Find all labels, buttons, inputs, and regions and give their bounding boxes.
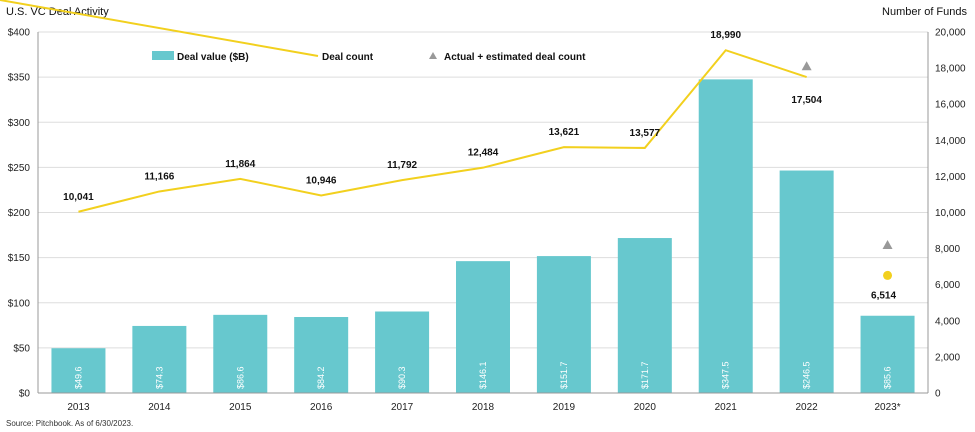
y-right-tick-label: 16,000 xyxy=(935,100,966,111)
x-tick-label: 2022 xyxy=(796,402,819,413)
marker-series xyxy=(801,61,893,249)
x-tick-label: 2023* xyxy=(874,402,900,413)
deal-count-label: 10,041 xyxy=(63,192,94,203)
deal-count-label: 13,621 xyxy=(549,127,580,138)
y-right-tick-label: 10,000 xyxy=(935,208,966,219)
y-right-tick-label: 2,000 xyxy=(935,352,960,363)
x-tick-label: 2013 xyxy=(67,402,90,413)
bar-labels: $49.6 $74.3 $86.6 $84.2 $90.3 $146.1 $151.7 $17… xyxy=(73,361,892,389)
bar xyxy=(375,311,430,393)
estimated-triangle-marker xyxy=(801,61,812,71)
y-right-tick-label: 18,000 xyxy=(935,64,966,75)
y-left-tick-label: $300 xyxy=(8,118,31,129)
y-left-tick-label: $400 xyxy=(8,28,31,39)
x-tick-label: 2015 xyxy=(229,402,252,413)
bar xyxy=(779,170,834,393)
bar-series xyxy=(51,79,915,393)
deal-count-label: 17,504 xyxy=(791,95,822,106)
deal-count-label: 18,990 xyxy=(710,30,741,41)
bar-value-label: $171.7 xyxy=(640,361,650,389)
bar xyxy=(132,325,187,393)
bar xyxy=(617,238,672,393)
bar xyxy=(860,315,915,393)
bar-value-label: $86.6 xyxy=(235,366,245,389)
axes: $0 $50 $100 $150 $200 $250 $300 $350 $400 0 2,000 4… xyxy=(8,28,966,414)
bar-value-label: $49.6 xyxy=(73,366,83,389)
y-left-tick-label: $350 xyxy=(8,73,31,84)
bar-value-label: $74.3 xyxy=(154,366,164,389)
bar-value-label: $347.5 xyxy=(721,361,731,389)
deal-count-label: 12,484 xyxy=(468,148,499,159)
line-series xyxy=(78,49,893,280)
y-right-tick-label: 14,000 xyxy=(935,136,966,147)
y-left-tick-label: $100 xyxy=(8,298,31,309)
bar-value-label: $151.7 xyxy=(559,361,569,389)
y-left-tick-label: $250 xyxy=(8,163,31,174)
deal-count-label: 11,792 xyxy=(387,160,417,171)
bar-value-label: $146.1 xyxy=(478,361,488,389)
y-right-tick-label: 0 xyxy=(935,389,941,400)
x-tick-label: 2021 xyxy=(715,402,738,413)
x-tick-label: 2016 xyxy=(310,402,333,413)
y-right-tick-label: 6,000 xyxy=(935,280,960,291)
bar-value-label: $90.3 xyxy=(397,366,407,389)
legend: Deal value ($B) Deal count Actual + esti… xyxy=(0,0,586,63)
y-left-tick-label: $0 xyxy=(19,389,31,400)
deal-count-line xyxy=(78,49,807,213)
legend-label-deal-count: Deal count xyxy=(322,52,374,63)
deal-count-label: 11,166 xyxy=(144,171,174,182)
x-tick-label: 2018 xyxy=(472,402,495,413)
bar xyxy=(51,348,106,393)
deal-count-point-2023 xyxy=(883,270,893,280)
deal-count-label: 6,514 xyxy=(871,290,896,301)
y-left-tick-label: $50 xyxy=(13,343,30,354)
y-right-tick-label: 4,000 xyxy=(935,316,960,327)
bar xyxy=(456,261,510,393)
bar-value-label: $85.6 xyxy=(883,366,893,389)
y-right-tick-label: 8,000 xyxy=(935,244,960,255)
bar xyxy=(294,317,349,393)
y-right-tick-label: 20,000 xyxy=(935,28,966,39)
y-left-tick-label: $200 xyxy=(8,208,31,219)
estimated-triangle-marker xyxy=(882,239,893,249)
x-tick-label: 2017 xyxy=(391,402,414,413)
legend-label-deal-value: Deal value ($B) xyxy=(177,52,249,63)
x-tick-label: 2019 xyxy=(553,402,576,413)
bar xyxy=(213,314,268,393)
legend-swatch-deal-count xyxy=(0,0,319,57)
count-labels: 10,041 11,166 11,864 10,946 11,792 12,484 13,6… xyxy=(63,30,896,301)
y-right-tick-label: 12,000 xyxy=(935,172,966,183)
deal-count-label: 11,864 xyxy=(225,159,255,170)
x-tick-label: 2014 xyxy=(148,402,171,413)
deal-count-label: 10,946 xyxy=(306,175,337,186)
right-axis-title: Number of Funds xyxy=(882,6,967,18)
deal-count-label: 13,577 xyxy=(630,128,661,139)
y-left-tick-label: $150 xyxy=(8,253,31,264)
x-tick-label: 2020 xyxy=(634,402,657,413)
source-note: Source: Pitchbook. As of 6/30/2023. xyxy=(6,419,134,428)
bar-value-label: $84.2 xyxy=(316,366,326,389)
bar xyxy=(698,79,753,393)
legend-swatch-deal-value xyxy=(152,51,174,60)
legend-label-estimated: Actual + estimated deal count xyxy=(444,52,586,63)
legend-swatch-estimated xyxy=(429,52,437,59)
bar xyxy=(536,256,591,393)
bar-value-label: $246.5 xyxy=(802,361,812,389)
